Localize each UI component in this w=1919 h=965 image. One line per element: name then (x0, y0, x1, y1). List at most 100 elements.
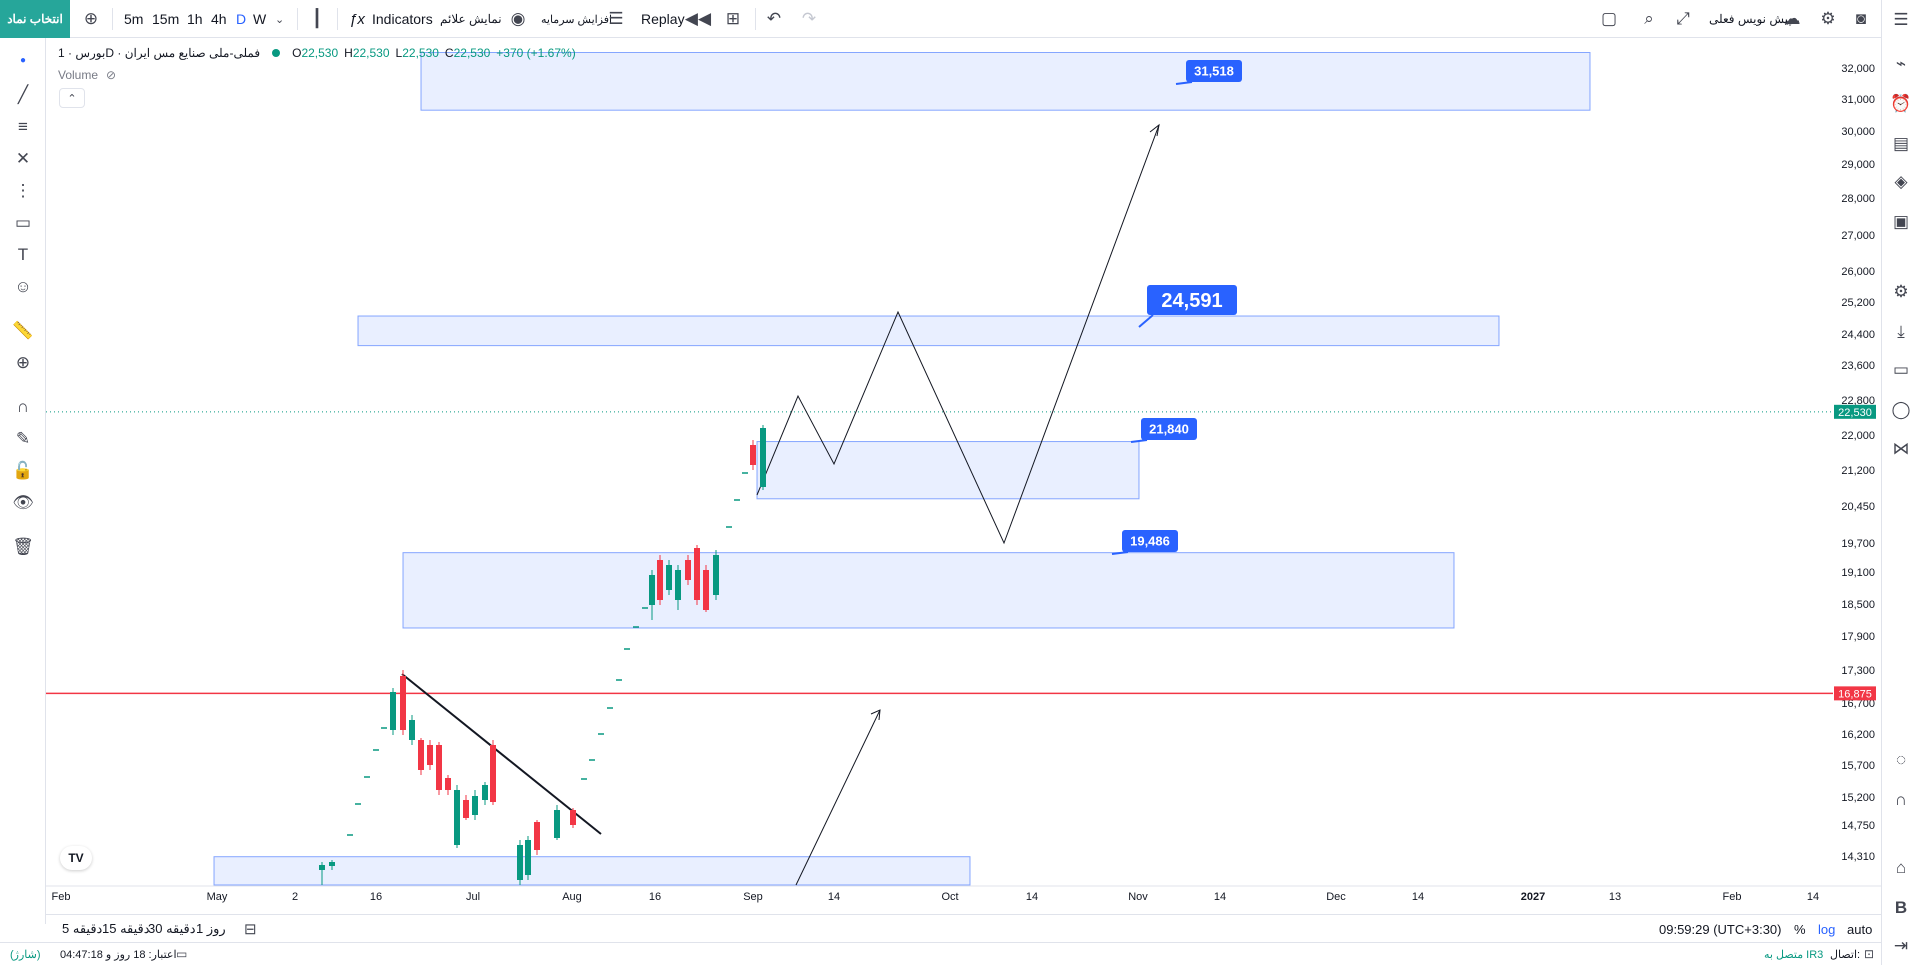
exit-icon[interactable]: ⇥ (1893, 936, 1909, 955)
eye-icon[interactable]: 👁 (12, 493, 34, 512)
replay-rewind-icon[interactable]: ◀◀ (684, 9, 712, 28)
interval-d[interactable]: D (236, 11, 247, 27)
time-axis-tick: Feb (52, 891, 71, 903)
time-axis-tick: Nov (1128, 891, 1148, 903)
layout-grid-icon[interactable]: ⊞ (725, 9, 741, 28)
zoom-in-icon[interactable]: ⊕ (15, 353, 31, 372)
candle-body (427, 745, 433, 765)
emoji-icon[interactable]: ☺ (14, 277, 32, 296)
card-icon[interactable]: ▭ (1892, 360, 1910, 379)
interval-5m[interactable]: 5m (124, 11, 144, 27)
indicators-button[interactable]: Indicators (372, 11, 433, 27)
range-1day[interactable]: 1 روز (196, 921, 226, 936)
calendar-range-icon[interactable]: ⊟ (244, 921, 257, 938)
redo-icon[interactable]: ↷ (801, 9, 817, 28)
notes-icon[interactable]: ▤ (1892, 134, 1910, 153)
settings-gear-icon[interactable]: ⚙ (1893, 282, 1909, 301)
symbol-title[interactable]: بورس · 1D · فملی-ملی صنایع مس ایران (58, 46, 261, 60)
candle-body (454, 790, 460, 845)
trash-icon[interactable]: 🗑 (12, 537, 34, 556)
menu-icon[interactable]: ☰ (1893, 10, 1909, 29)
eye-icon[interactable]: ◉ (510, 9, 526, 28)
volume-label[interactable]: Volume (58, 68, 99, 82)
indicators-icon[interactable]: ƒx (349, 10, 365, 28)
show-signals-button[interactable]: نمایش علائم (440, 12, 502, 26)
price-axis-tick: 30,000 (1841, 126, 1875, 138)
range-15min[interactable]: 15 دقیقه (102, 921, 150, 936)
legend-collapse-button[interactable]: ⌃ (59, 88, 85, 108)
fullscreen-square-icon[interactable]: ▢ (1600, 9, 1618, 28)
candles-icon[interactable]: ┃ (311, 9, 323, 28)
trend-line-icon[interactable]: ╱ (17, 85, 29, 104)
auto-toggle[interactable]: auto (1847, 921, 1873, 937)
watchlist-icon[interactable]: ⌁ (1895, 54, 1907, 73)
price-label-tail (1175, 81, 1193, 85)
current-draft-label[interactable]: پیش نویس فعلی (1709, 12, 1792, 26)
add-symbol-icon[interactable]: ⊕ (83, 9, 99, 28)
chevron-down-icon[interactable]: ⌄ (275, 13, 285, 26)
credit-note[interactable]: (شارژ) (10, 948, 41, 961)
top-toolbar: انتخاب نماد ⊕ 5m 15m 1h 4h D W ⌄ ┃ ƒx In… (0, 0, 1919, 38)
rectangle-icon[interactable]: ▭ (14, 213, 32, 232)
interval-4h[interactable]: 4h (211, 11, 227, 27)
projection-arrowhead (1149, 123, 1160, 137)
time-axis-tick: 13 (1609, 891, 1621, 903)
time-axis-tick: Oct (941, 891, 958, 903)
settings-gear-icon[interactable]: ⚙ (1820, 9, 1836, 28)
support-icon[interactable]: ◌ (1895, 750, 1907, 769)
home-icon[interactable]: ⌂ (1895, 858, 1907, 877)
zone-box (357, 315, 1500, 347)
candle-body (400, 676, 406, 730)
forecast-icon[interactable]: ⋮ (14, 181, 32, 200)
pencil-lock-icon[interactable]: ✎ (15, 429, 31, 448)
percent-toggle[interactable]: % (1794, 921, 1806, 937)
candle-body (418, 740, 424, 770)
lock-icon[interactable]: 🔓 (12, 461, 34, 480)
chart-canvas[interactable]: 31,518 24,591 21,840 19,486 32,000 31,000 30,0… (0, 0, 1881, 914)
pattern-icon[interactable]: ✕ (15, 149, 31, 168)
price-axis-tick: 17,300 (1841, 665, 1875, 677)
headset-icon[interactable]: ∩ (1894, 790, 1908, 809)
range-30min[interactable]: 30 دقیقه (148, 921, 196, 936)
eye-hidden-icon[interactable]: ⊘ (106, 68, 117, 82)
tradingview-logo-icon[interactable]: TV (60, 846, 92, 870)
connection-status-label: اتصال: (1830, 948, 1861, 961)
interval-w[interactable]: W (253, 11, 267, 27)
layers-icon[interactable]: ◈ (1894, 172, 1908, 191)
credit-text: اعتبار: 18 روز و 04:47:18 (60, 948, 177, 961)
text-icon[interactable]: T (17, 245, 29, 264)
camera-icon[interactable]: ◙ (1855, 9, 1867, 28)
trend-line (401, 673, 602, 835)
user-icon[interactable]: ◯ (1891, 400, 1911, 419)
magnet-icon[interactable]: ∩ (16, 397, 30, 416)
interval-1h[interactable]: 1h (187, 11, 203, 27)
alarm-icon[interactable]: ⏰ (1890, 94, 1912, 113)
price-label-text: 19,486 (1130, 534, 1170, 549)
cursor-dot-icon[interactable]: ● (19, 54, 27, 66)
share-icon[interactable]: ⋈ (1892, 439, 1910, 458)
replay-button[interactable]: Replay (641, 11, 685, 27)
capital-increase-button[interactable]: افزایش سرمایه (541, 13, 613, 26)
fib-lines-icon[interactable]: ≡ (18, 117, 28, 136)
cloud-icon[interactable]: ☁ (1783, 9, 1801, 28)
zoom-icon[interactable]: ⌕ (1644, 9, 1654, 28)
download-icon[interactable]: ⤓ (1897, 322, 1905, 341)
log-toggle[interactable]: log (1818, 921, 1836, 937)
ruler-icon[interactable]: 📏 (12, 321, 34, 340)
symbol-search-button[interactable]: انتخاب نماد (0, 0, 70, 38)
market-status-dot (272, 49, 281, 57)
clock-time[interactable]: 09:59:29 (UTC+3:30) (1659, 921, 1782, 937)
expand-icon[interactable]: ⤢ (1676, 9, 1690, 28)
price-axis-tick: 29,000 (1841, 159, 1875, 171)
range-5min[interactable]: 5 دقیقه (62, 921, 103, 936)
hline-price-badge (1834, 686, 1876, 701)
settings-sliders-icon[interactable]: ☰ (608, 9, 624, 28)
time-axis-tick: 14 (1412, 891, 1424, 903)
interval-15m[interactable]: 15m (152, 11, 180, 27)
news-icon[interactable]: ▣ (1892, 212, 1910, 231)
projection-path (756, 124, 1160, 545)
candle-body (694, 548, 700, 600)
broker-b-icon[interactable]: B (1894, 898, 1908, 917)
zone-box (402, 552, 1455, 629)
undo-icon[interactable]: ↶ (766, 9, 782, 28)
